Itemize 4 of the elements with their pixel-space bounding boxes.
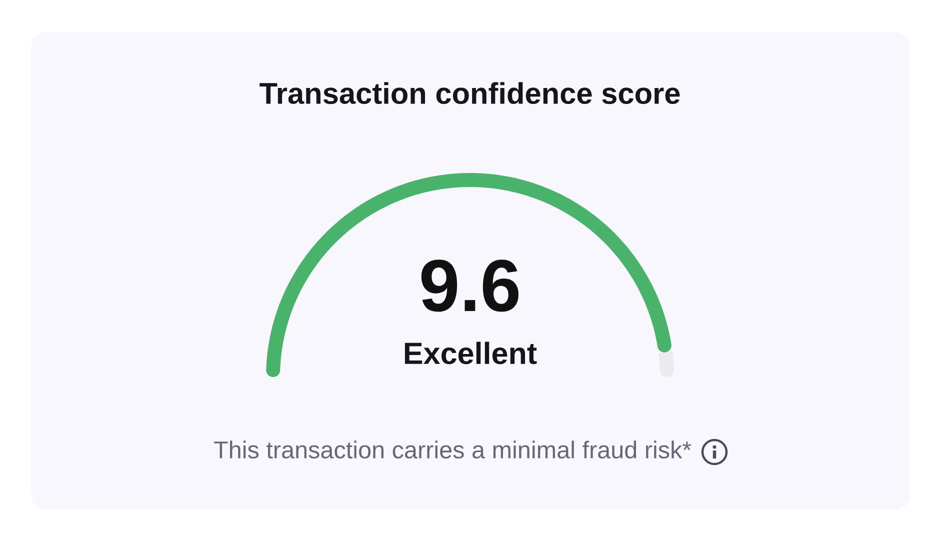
chart-title: Transaction confidence score	[260, 82, 680, 104]
text: This transaction carries a minimal fraud risk*	[214, 440, 692, 459]
text: 9.6	[421, 260, 519, 312]
text: Excellent	[404, 342, 537, 364]
